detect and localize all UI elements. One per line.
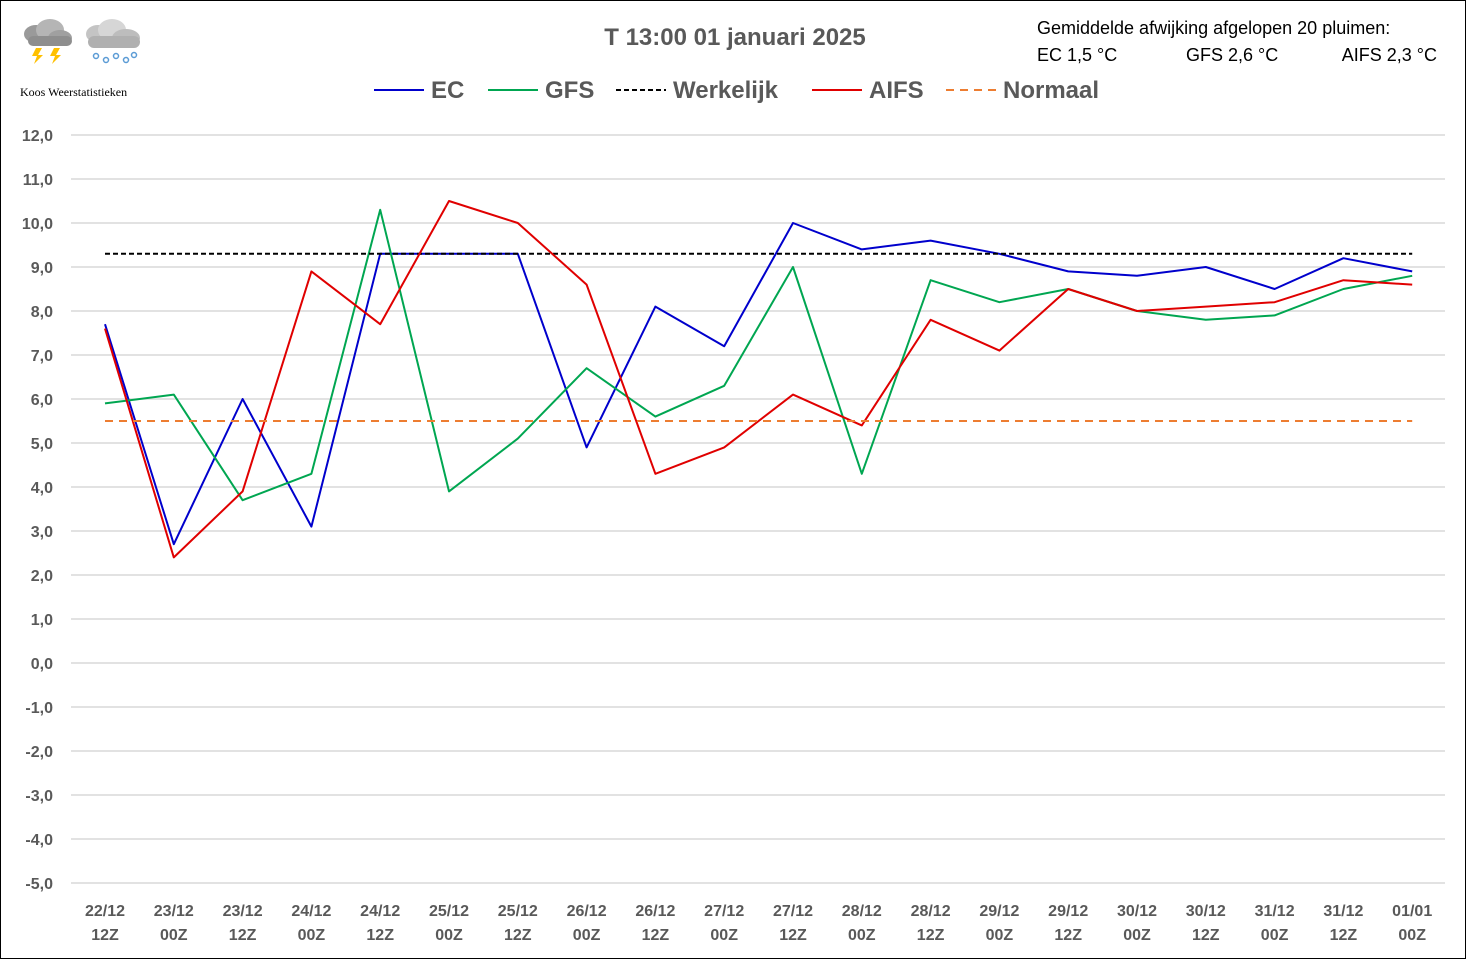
deviation-heading: Gemiddelde afwijking afgelopen 20 pluime… [1037,18,1390,38]
x-tick-label: 27/12 00Z [704,903,744,944]
legend: EC GFS Werkelijk AIFS Normaal [374,77,1099,104]
x-tick-label: 25/12 00Z [429,903,469,944]
x-tick-label: 26/12 12Z [635,903,675,944]
x-tick-label: 31/12 12Z [1323,903,1363,944]
chart-title: T 13:00 01 januari 2025 [604,24,866,51]
legend-label-werkelijk: Werkelijk [673,77,779,104]
deviation-aifs: AIFS 2,3 °C [1342,45,1437,65]
x-tick-label: 31/12 00Z [1255,903,1295,944]
y-tick-label: 1,0 [31,612,53,629]
x-tick-label: 01/01 00Z [1392,903,1432,944]
x-tick-label: 29/12 00Z [979,903,1019,944]
grid-lines [71,134,1445,884]
x-tick-label: 26/12 00Z [567,903,607,944]
y-tick-label: -5,0 [25,876,53,893]
thunderstorm-cloud-icon [24,19,72,64]
x-tick-label: 25/12 12Z [498,903,538,944]
series-line-ec [104,222,1413,546]
y-tick-label: 8,0 [31,304,53,321]
y-tick-label: -2,0 [25,744,53,761]
y-tick-label: -1,0 [25,700,53,717]
y-tick-label: 3,0 [31,524,53,541]
y-axis: 12,0 11,0 10,0 9,0 8,0 7,0 6,0 5,0 4,0 3,0 2,0 1,0 0… [22,128,53,893]
y-tick-label: 4,0 [31,480,53,497]
x-tick-label: 30/12 12Z [1186,903,1226,944]
x-tick-label: 23/12 12Z [223,903,263,944]
legend-label-normaal: Normaal [1003,77,1099,104]
series-lines [104,200,1413,559]
y-tick-label: 5,0 [31,436,53,453]
y-tick-label: -4,0 [25,832,53,849]
legend-label-ec: EC [431,77,464,104]
y-tick-label: 11,0 [23,172,53,189]
deviation-gfs: GFS 2,6 °C [1186,45,1278,65]
y-tick-label: 9,0 [31,260,53,277]
x-tick-label: 29/12 12Z [1048,903,1088,944]
legend-label-gfs: GFS [545,77,594,104]
x-tick-label: 24/12 12Z [360,903,400,944]
x-tick-label: 24/12 00Z [291,903,331,944]
x-tick-label: 28/12 12Z [911,903,951,944]
x-tick-label: 28/12 00Z [842,903,882,944]
deviation-ec: EC 1,5 °C [1037,45,1117,65]
x-axis: 22/12 12Z 23/12 00Z 23/12 12Z 24/12 00Z 24/12 12Z… [85,903,1432,944]
brand-label: Koos Weerstatistieken [20,85,127,99]
x-tick-label: 27/12 12Z [773,903,813,944]
y-tick-label: -3,0 [25,788,53,805]
x-tick-label: 22/12 12Z [85,903,125,944]
y-tick-label: 6,0 [31,392,53,409]
y-tick-label: 0,0 [31,656,53,673]
legend-label-aifs: AIFS [869,77,924,104]
y-tick-label: 2,0 [31,568,53,585]
x-tick-label: 30/12 00Z [1117,903,1157,944]
snow-cloud-icon [86,19,140,64]
y-tick-label: 7,0 [31,348,53,365]
series-line-gfs [104,208,1413,502]
series-line-aifs [104,200,1413,559]
y-tick-label: 12,0 [22,128,53,145]
x-tick-label: 23/12 00Z [154,903,194,944]
y-tick-label: 10,0 [22,216,53,233]
